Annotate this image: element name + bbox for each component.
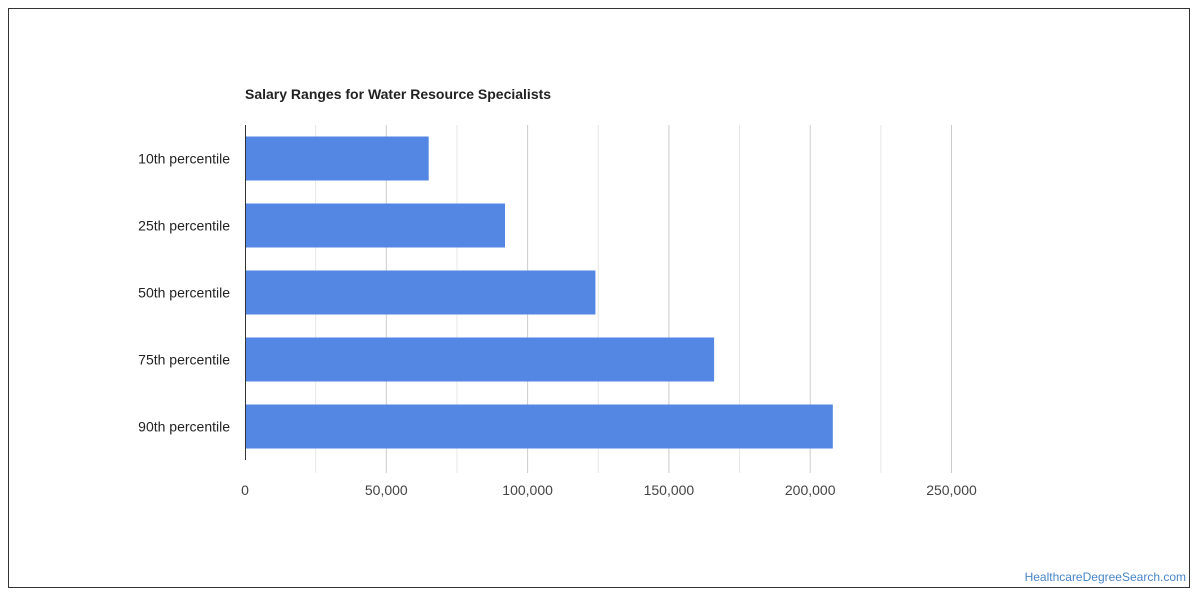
x-tick-label: 200,000 <box>785 482 836 498</box>
bar-90th-percentile[interactable] <box>245 404 833 449</box>
bar-10th-percentile[interactable] <box>245 136 429 181</box>
category-label: 10th percentile <box>138 151 230 167</box>
x-tick-label: 50,000 <box>365 482 408 498</box>
bar-50th-percentile[interactable] <box>245 270 596 315</box>
category-labels: 10th percentile 25th percentile 50th perce… <box>138 151 230 435</box>
x-tick-label: 150,000 <box>644 482 695 498</box>
category-label: 50th percentile <box>138 285 230 301</box>
x-tick-label: 100,000 <box>502 482 553 498</box>
x-tick-label: 0 <box>241 482 249 498</box>
category-label: 75th percentile <box>138 352 230 368</box>
chart-title: Salary Ranges for Water Resource Special… <box>245 86 551 102</box>
category-label: 25th percentile <box>138 218 230 234</box>
x-tick-label: 250,000 <box>926 482 977 498</box>
chart-frame <box>8 8 1190 588</box>
category-label: 90th percentile <box>138 419 230 435</box>
watermark-link[interactable]: HealthcareDegreeSearch.com <box>1024 570 1186 584</box>
bars <box>245 136 833 449</box>
bar-25th-percentile[interactable] <box>245 203 505 248</box>
x-tick-labels: 0 50,000 100,000 150,000 200,000 250,000 <box>241 482 977 498</box>
bar-75th-percentile[interactable] <box>245 337 715 382</box>
